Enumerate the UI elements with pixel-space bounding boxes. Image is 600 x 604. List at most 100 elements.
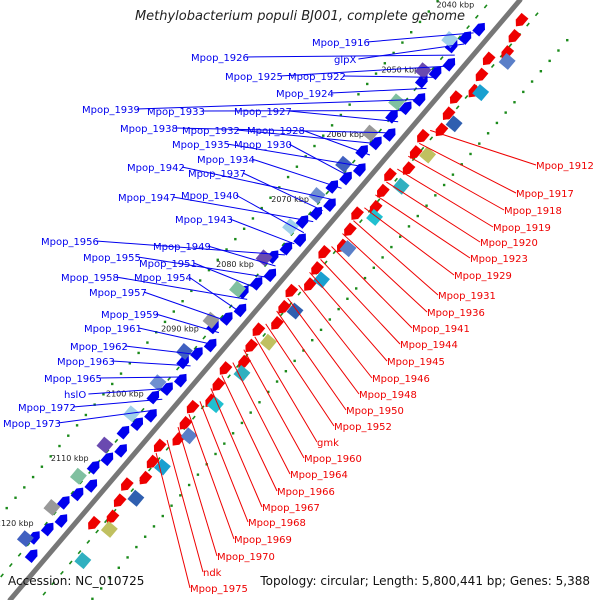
reverse-gene-label: Mpop_1967 bbox=[262, 503, 320, 514]
tick-mark-left bbox=[164, 321, 166, 323]
forward-gene bbox=[459, 28, 475, 44]
tick-mark-right bbox=[249, 411, 251, 413]
forward-leader-line bbox=[189, 277, 238, 310]
feature-block bbox=[70, 468, 87, 485]
forward-leader-line bbox=[230, 219, 294, 244]
inner-tick bbox=[456, 105, 460, 109]
tick-mark-right bbox=[232, 432, 234, 434]
inner-tick bbox=[18, 553, 22, 557]
reverse-gene bbox=[432, 123, 448, 139]
tick-mark-right bbox=[170, 504, 172, 506]
reverse-leader-line bbox=[419, 143, 516, 193]
reverse-gene-label: Mpop_1950 bbox=[346, 406, 404, 417]
inner-tick bbox=[78, 550, 82, 554]
forward-gene-label: Mpop_1947 bbox=[118, 193, 176, 204]
forward-gene-label: Mpop_1927 bbox=[234, 107, 292, 118]
reverse-gene-shape bbox=[85, 516, 101, 532]
tick-mark-left bbox=[181, 300, 183, 302]
inner-tick bbox=[192, 416, 196, 420]
forward-gene-shape bbox=[84, 476, 100, 492]
forward-gene bbox=[114, 441, 130, 457]
reverse-gene-label: Mpop_1969 bbox=[234, 535, 292, 546]
kbp-tick-label: 2070 kbp bbox=[271, 195, 309, 204]
reverse-gene-label: Mpop_1968 bbox=[248, 518, 306, 529]
feature-block bbox=[176, 343, 193, 360]
reverse-gene bbox=[447, 90, 463, 106]
tick-mark-right bbox=[355, 287, 357, 289]
inner-tick bbox=[359, 219, 363, 223]
forward-gene-label: Mpop_1951 bbox=[139, 259, 197, 270]
forward-leader-line bbox=[99, 377, 181, 378]
reverse-gene-label: Mpop_1960 bbox=[304, 454, 362, 465]
reverse-gene-label: Mpop_1966 bbox=[277, 487, 335, 498]
forward-gene-label: Mpop_1922 bbox=[288, 72, 346, 83]
reverse-gene-shape bbox=[447, 90, 463, 106]
reverse-gene-shape bbox=[151, 439, 167, 455]
forward-gene bbox=[190, 344, 206, 360]
reverse-gene-shape bbox=[282, 284, 298, 300]
tick-mark-left bbox=[375, 72, 377, 74]
tick-mark-right bbox=[390, 246, 392, 248]
feature-block bbox=[96, 437, 113, 454]
reverse-leader-line bbox=[277, 311, 346, 410]
tick-mark-right bbox=[276, 380, 278, 382]
forward-gene-label: Mpop_1963 bbox=[57, 357, 115, 368]
reverse-leader-line bbox=[189, 414, 234, 539]
forward-gene-shape bbox=[459, 28, 475, 44]
tick-mark-right bbox=[118, 567, 120, 569]
forward-gene-shape bbox=[25, 546, 41, 562]
forward-gene-label: Mpop_1939 bbox=[82, 105, 140, 116]
forward-gene-label: Mpop_1926 bbox=[191, 53, 249, 64]
forward-gene bbox=[117, 423, 133, 439]
reverse-gene-shape bbox=[111, 493, 127, 509]
feature-block bbox=[309, 187, 326, 204]
tick-mark-left bbox=[6, 507, 8, 509]
tick-mark-right bbox=[337, 308, 339, 310]
forward-gene-shape bbox=[117, 423, 133, 439]
forward-gene bbox=[413, 90, 429, 106]
tick-mark-right bbox=[408, 225, 410, 227]
forward-gene-label: Mpop_1932 bbox=[182, 126, 240, 137]
reverse-gene bbox=[282, 284, 298, 300]
inner-tick bbox=[466, 25, 470, 29]
reverse-gene-label: Mpop_1920 bbox=[480, 238, 538, 249]
tick-mark-right bbox=[241, 422, 243, 424]
forward-gene-label: Mpop_1930 bbox=[234, 140, 292, 151]
tick-mark-right bbox=[346, 298, 348, 300]
reverse-gene-shape bbox=[381, 168, 397, 184]
inner-tick bbox=[491, 64, 495, 68]
forward-gene bbox=[353, 160, 369, 176]
forward-gene bbox=[339, 169, 355, 185]
forward-gene-label: Mpop_1961 bbox=[84, 324, 142, 335]
tick-mark-left bbox=[137, 352, 139, 354]
reverse-gene bbox=[151, 439, 167, 455]
tick-mark-left bbox=[357, 93, 359, 95]
forward-leader-line bbox=[331, 88, 427, 93]
reverse-gene bbox=[472, 68, 488, 84]
forward-gene-label: Mpop_1957 bbox=[89, 288, 147, 299]
tick-mark-right bbox=[373, 267, 375, 269]
inner-tick bbox=[352, 160, 356, 164]
tick-mark-left bbox=[67, 434, 69, 436]
feature-block bbox=[127, 490, 144, 507]
forward-gene-shape bbox=[204, 336, 220, 352]
forward-gene-shape bbox=[101, 450, 117, 466]
tick-mark-right bbox=[443, 184, 445, 186]
forward-gene-label: Mpop_1943 bbox=[175, 215, 233, 226]
tick-mark-left bbox=[287, 176, 289, 178]
forward-gene-shape bbox=[144, 406, 160, 422]
tick-mark-right bbox=[320, 329, 322, 331]
reverse-gene-label: Mpop_1918 bbox=[504, 206, 562, 217]
inner-tick bbox=[378, 129, 382, 133]
forward-gene bbox=[383, 125, 399, 141]
reverse-gene-shape bbox=[505, 29, 521, 45]
reverse-gene-label: Mpop_1923 bbox=[470, 254, 528, 265]
tick-mark-left bbox=[146, 341, 148, 343]
reverse-gene bbox=[85, 516, 101, 532]
tick-mark-right bbox=[496, 122, 498, 124]
tick-mark-right bbox=[197, 473, 199, 475]
inner-tick bbox=[262, 333, 266, 337]
forward-gene-label: Mpop_1937 bbox=[188, 169, 246, 180]
tick-mark-right bbox=[135, 546, 137, 548]
reverse-gene-label: gmk bbox=[317, 438, 339, 449]
